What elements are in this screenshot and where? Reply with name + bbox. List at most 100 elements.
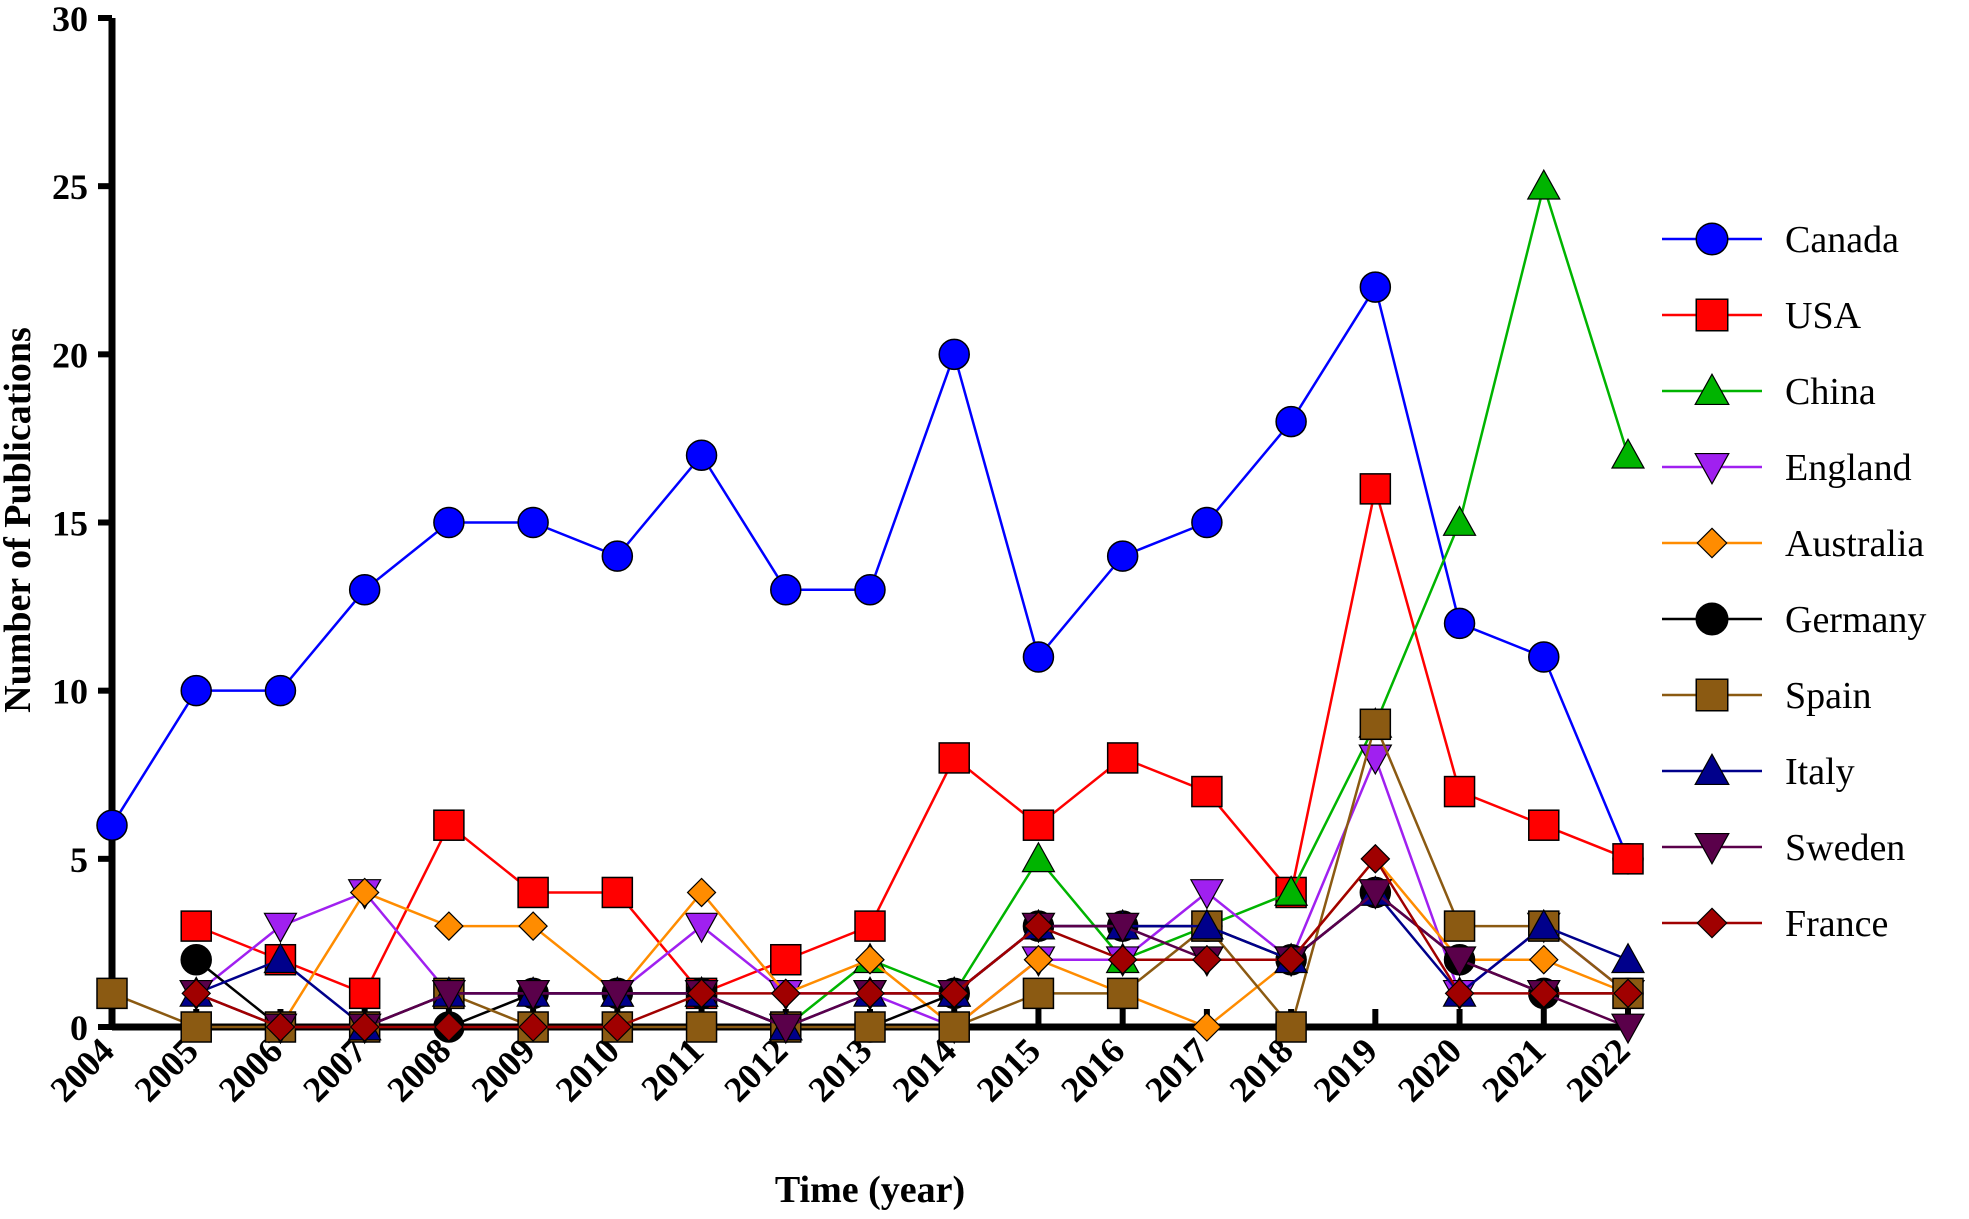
data-point: [1358, 879, 1393, 910]
data-point: [1444, 978, 1475, 1009]
data-point: [1189, 908, 1224, 940]
data-point: [938, 1011, 970, 1043]
y-tick-label: 0: [70, 1008, 88, 1048]
data-point: [600, 979, 635, 1011]
series-line: [617, 181, 1630, 1029]
series-line: [195, 754, 1629, 1029]
data-point: [1106, 742, 1139, 774]
x-tick-label: 2004: [42, 1030, 121, 1109]
data-point: [684, 912, 719, 944]
data-point: [854, 910, 886, 942]
x-tick-label: 2022: [1558, 1030, 1637, 1109]
data-point: [770, 943, 802, 976]
data-point: [685, 1011, 718, 1043]
data-point: [1612, 843, 1644, 875]
data-point: [1021, 841, 1056, 873]
data-point: [1023, 944, 1054, 975]
data-point: [1191, 506, 1223, 539]
data-point: [770, 978, 801, 1009]
data-point: [1275, 405, 1307, 438]
legend-marker: [1694, 452, 1730, 486]
data-point: [601, 876, 634, 909]
data-point: [1526, 908, 1561, 940]
data-point: [1613, 978, 1643, 1009]
x-tick-label: 2017: [1137, 1030, 1216, 1109]
series-usa: [180, 473, 1644, 1010]
data-point: [1191, 775, 1223, 808]
data-point: [1192, 1012, 1222, 1042]
data-point: [348, 977, 381, 1010]
data-point: [96, 809, 128, 841]
data-point: [601, 540, 634, 572]
data-point: [431, 979, 466, 1011]
data-point: [1360, 843, 1391, 874]
data-point: [1610, 942, 1646, 974]
data-point: [1526, 168, 1561, 200]
data-point: [180, 943, 212, 976]
series-sweden: [179, 879, 1646, 1045]
legend-marker: [1695, 298, 1729, 332]
y-tick-label: 30: [52, 0, 88, 39]
data-point: [1192, 944, 1222, 975]
data-point: [265, 1012, 296, 1042]
legend-label: Australia: [1785, 523, 1924, 565]
data-point: [1443, 775, 1476, 808]
series-line: [195, 890, 1628, 1029]
series-germany: [180, 876, 1644, 1043]
data-point: [1528, 809, 1560, 841]
data-point: [263, 942, 298, 974]
data-point: [770, 574, 802, 606]
series-france: [181, 843, 1643, 1042]
data-point: [264, 674, 297, 707]
data-point: [433, 506, 465, 539]
legend-item-australia: Australia: [1662, 523, 1924, 565]
data-point: [938, 742, 970, 774]
data-point: [517, 876, 549, 909]
legend-item-france: France: [1662, 903, 1888, 945]
legend-item-canada: Canada: [1662, 219, 1899, 261]
data-point: [1107, 944, 1138, 975]
data-point: [1443, 607, 1476, 640]
data-point: [1275, 1011, 1307, 1043]
data-point: [1023, 911, 1054, 941]
legend-label: USA: [1785, 295, 1862, 337]
legend: Canada USA China England Australia Germany Spa…: [1662, 219, 1926, 945]
data-point: [855, 978, 885, 1009]
legend-marker: [1694, 752, 1730, 786]
legend-label: France: [1785, 903, 1888, 945]
legend-marker: [1696, 527, 1728, 559]
data-point: [1022, 809, 1055, 841]
legend-item-china: China: [1662, 371, 1876, 413]
series-line: [195, 856, 1628, 1029]
legend-label: China: [1785, 371, 1876, 413]
data-point: [1022, 641, 1055, 673]
legend-label: Spain: [1785, 675, 1872, 717]
y-tick-label: 25: [52, 167, 88, 207]
series-layer: [96, 168, 1646, 1045]
data-point: [1528, 944, 1559, 975]
data-point: [1359, 271, 1392, 303]
data-point: [1106, 977, 1139, 1010]
x-tick-label: 2019: [1306, 1030, 1385, 1109]
data-point: [263, 912, 298, 944]
data-point: [1528, 641, 1560, 673]
data-point: [1359, 708, 1392, 741]
data-point: [768, 1013, 803, 1045]
x-axis-title: Time (year): [775, 1169, 965, 1211]
data-point: [349, 1012, 380, 1042]
axes: Time (year) Number of Publications 0 5 10 1…: [0, 0, 1638, 1211]
legend-item-italy: Italy: [1662, 751, 1855, 793]
y-axis-title: Number of Publications: [0, 327, 39, 713]
series-italy: [179, 875, 1646, 1041]
legend-marker: [1696, 907, 1728, 939]
data-point: [1442, 946, 1477, 977]
legend-marker: [1695, 222, 1729, 256]
data-point: [1105, 912, 1140, 944]
legend-item-england: England: [1662, 447, 1912, 489]
data-point: [685, 439, 718, 471]
data-point: [686, 978, 717, 1009]
data-point: [180, 674, 212, 707]
series-england: [179, 744, 1646, 1045]
legend-item-usa: USA: [1662, 295, 1862, 337]
